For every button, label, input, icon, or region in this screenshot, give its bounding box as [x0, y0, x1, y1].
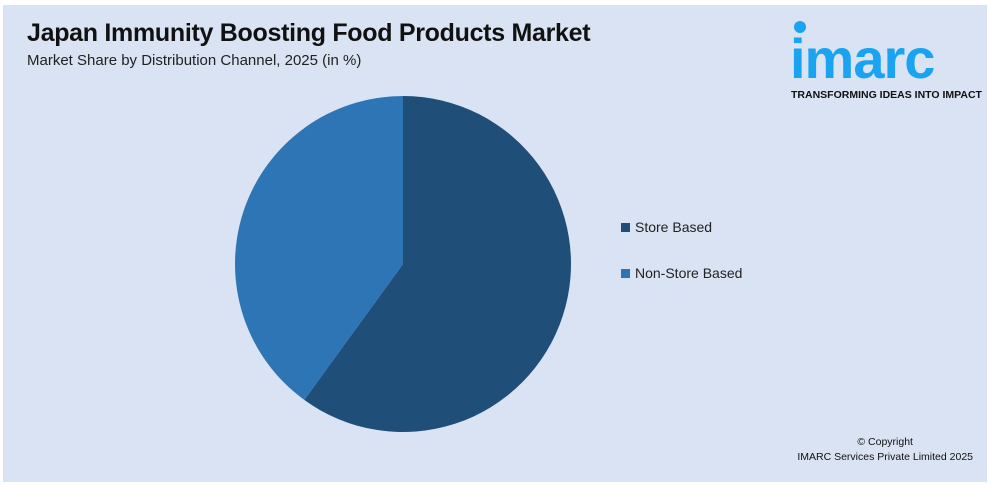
pie-chart: [235, 96, 571, 432]
legend-label: Store Based: [635, 219, 713, 235]
logo-word: imarc: [790, 27, 935, 90]
chart-subtitle: Market Share by Distribution Channel, 20…: [27, 52, 362, 69]
copyright-company: IMARC Services Private Limited 2025: [797, 451, 973, 463]
logo-tagline: TRANSFORMING IDEAS INTO IMPACT: [791, 89, 982, 101]
pie-slice-store-based: [304, 96, 571, 432]
copyright: © Copyright IMARC Services Private Limit…: [797, 435, 973, 465]
legend-label: Non-Store Based: [635, 265, 743, 281]
copyright-line: © Copyright: [857, 436, 913, 448]
chart-title: Japan Immunity Boosting Food Products Ma…: [27, 19, 591, 47]
chart-container: Japan Immunity Boosting Food Products Ma…: [3, 5, 987, 482]
legend-item-non-store-based: Non-Store Based: [621, 265, 742, 281]
legend-item-store-based: Store Based: [621, 219, 712, 235]
legend-swatch: [621, 222, 630, 232]
pie-slice-non-store-based: [235, 96, 403, 400]
legend-swatch: [621, 268, 630, 278]
imarc-logo: imarc TRANSFORMING IDEAS INTO IMPACT: [788, 15, 983, 105]
logo-dot: [794, 21, 806, 33]
